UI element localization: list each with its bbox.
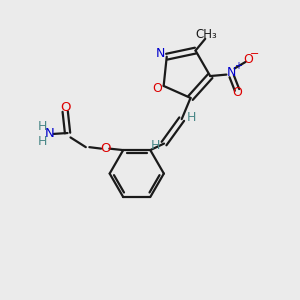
Text: O: O [243, 53, 253, 66]
Text: H: H [186, 111, 196, 124]
Text: O: O [152, 82, 162, 95]
Text: N: N [227, 66, 236, 79]
Text: O: O [100, 142, 111, 155]
Text: +: + [234, 61, 242, 71]
Text: H: H [37, 135, 46, 148]
Text: H: H [151, 139, 160, 152]
Text: −: − [250, 49, 259, 59]
Text: H: H [37, 120, 46, 133]
Text: O: O [60, 100, 70, 114]
Text: O: O [232, 86, 242, 99]
Text: CH₃: CH₃ [196, 28, 218, 41]
Text: N: N [45, 128, 55, 140]
Text: N: N [156, 47, 165, 60]
